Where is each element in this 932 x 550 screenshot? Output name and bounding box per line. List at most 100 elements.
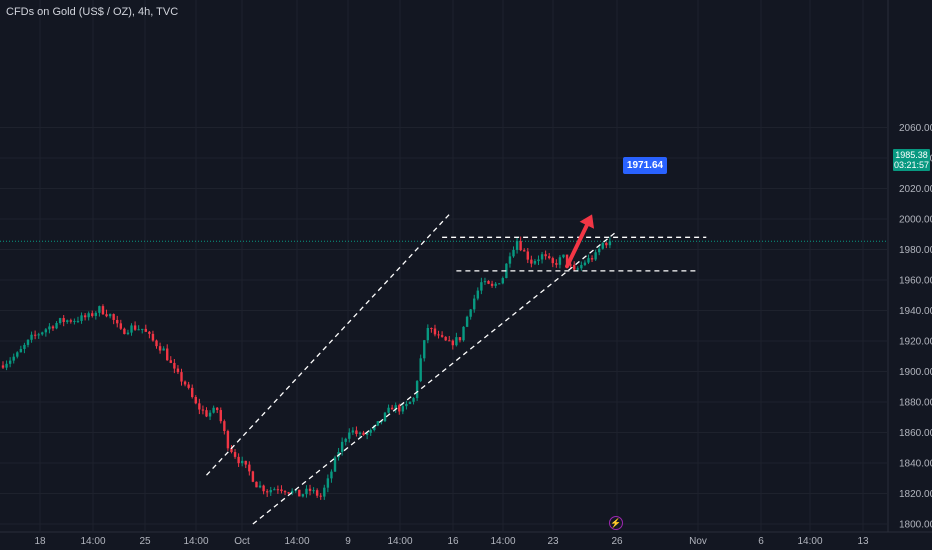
- candle-body: [169, 360, 172, 363]
- candle-body: [530, 259, 533, 264]
- candle-body: [262, 485, 265, 492]
- candle-body: [12, 356, 15, 361]
- candle-body: [308, 488, 312, 491]
- candle-body: [105, 314, 108, 317]
- candle-body: [44, 329, 48, 333]
- candle-body: [198, 403, 201, 410]
- candle-body: [37, 334, 40, 336]
- forecast-arrow-shaft: [565, 223, 589, 269]
- candle-body: [23, 344, 26, 349]
- candle-body: [544, 254, 547, 257]
- candle-body: [226, 431, 230, 449]
- price-axis-label: 1860.00: [899, 428, 932, 439]
- candle-body: [344, 438, 347, 442]
- candle-body: [194, 397, 197, 404]
- current-price-badge: 1985.38 03:21:57: [893, 149, 930, 171]
- candle-body: [323, 487, 326, 497]
- candle-body: [537, 259, 540, 262]
- candle-body: [405, 403, 408, 407]
- candle-body: [283, 491, 287, 493]
- candle-body: [319, 495, 322, 497]
- candle-body: [112, 314, 115, 320]
- candle-body: [233, 452, 237, 457]
- candle-body: [569, 264, 572, 266]
- candle-body: [144, 328, 147, 332]
- candle-body: [62, 318, 65, 322]
- candle-body: [351, 430, 355, 433]
- candle-body: [94, 312, 98, 316]
- candle-body: [415, 381, 419, 399]
- candle-body: [248, 464, 251, 472]
- candle-body: [130, 325, 133, 333]
- candle-body: [573, 264, 576, 270]
- candle-body: [512, 249, 515, 257]
- candle-body: [87, 313, 90, 318]
- candle-body: [565, 254, 569, 265]
- candle-body: [365, 432, 369, 436]
- candle-body: [383, 412, 387, 422]
- candle-body: [587, 258, 590, 263]
- bar-countdown: 03:21:57: [893, 160, 930, 170]
- candle-body: [401, 406, 405, 412]
- candle-body: [41, 332, 44, 335]
- lightning-bolt-icon[interactable]: ⚡: [609, 516, 623, 530]
- candle-body: [408, 401, 412, 404]
- candle-body: [583, 262, 587, 265]
- candle-body: [426, 327, 430, 341]
- candle-body: [373, 425, 376, 431]
- candle-body: [251, 471, 255, 482]
- candle-body: [437, 334, 440, 336]
- candle-body: [305, 488, 308, 495]
- candle-body: [187, 384, 190, 388]
- candle-body: [430, 327, 433, 329]
- time-axis-label: 14:00: [183, 536, 208, 547]
- candle-body: [69, 320, 73, 322]
- candle-body: [515, 241, 519, 250]
- time-axis-label: 14:00: [284, 536, 309, 547]
- candle-body: [166, 348, 169, 361]
- price-axis-label: 2020.00: [899, 184, 932, 195]
- price-callout[interactable]: 1971.64: [623, 157, 667, 174]
- channel-lower-line: [252, 230, 618, 525]
- candle-body: [312, 490, 315, 492]
- candle-body: [255, 481, 258, 488]
- time-axis-label: Nov: [689, 536, 707, 547]
- candle-body: [394, 405, 397, 410]
- candle-body: [76, 320, 80, 322]
- candle-body: [326, 478, 330, 488]
- candle-body: [376, 421, 380, 426]
- candle-body: [590, 258, 594, 260]
- time-axis-label: 23: [547, 536, 559, 547]
- candle-body: [301, 494, 305, 497]
- candle-body: [390, 407, 394, 410]
- candle-body: [287, 492, 290, 494]
- candle-body: [526, 251, 529, 260]
- candle-body: [490, 283, 494, 286]
- time-axis-label: 6: [758, 536, 764, 547]
- candle-body: [548, 256, 551, 259]
- candle-body: [223, 421, 226, 432]
- candle-body: [176, 368, 180, 373]
- candle-body: [483, 281, 487, 283]
- price-axis-label: 2000.00: [899, 215, 932, 226]
- candle-body: [155, 340, 158, 347]
- candle-body: [419, 358, 422, 382]
- time-axis-label: 14:00: [490, 536, 515, 547]
- channel-upper-line: [206, 213, 450, 476]
- candle-body: [369, 430, 372, 433]
- candle-body: [333, 457, 337, 472]
- candle-body: [451, 340, 455, 346]
- candle-body: [558, 257, 562, 265]
- candle-body: [98, 306, 101, 313]
- candle-body: [83, 315, 87, 318]
- candle-body: [244, 460, 247, 465]
- candle-body: [540, 254, 544, 260]
- candle-body: [230, 448, 233, 453]
- candle-body: [205, 410, 208, 417]
- current-price-value: 1985.38: [895, 150, 928, 160]
- candle-body: [216, 407, 219, 411]
- price-axis-label: 1840.00: [899, 459, 932, 470]
- candle-body: [133, 325, 137, 330]
